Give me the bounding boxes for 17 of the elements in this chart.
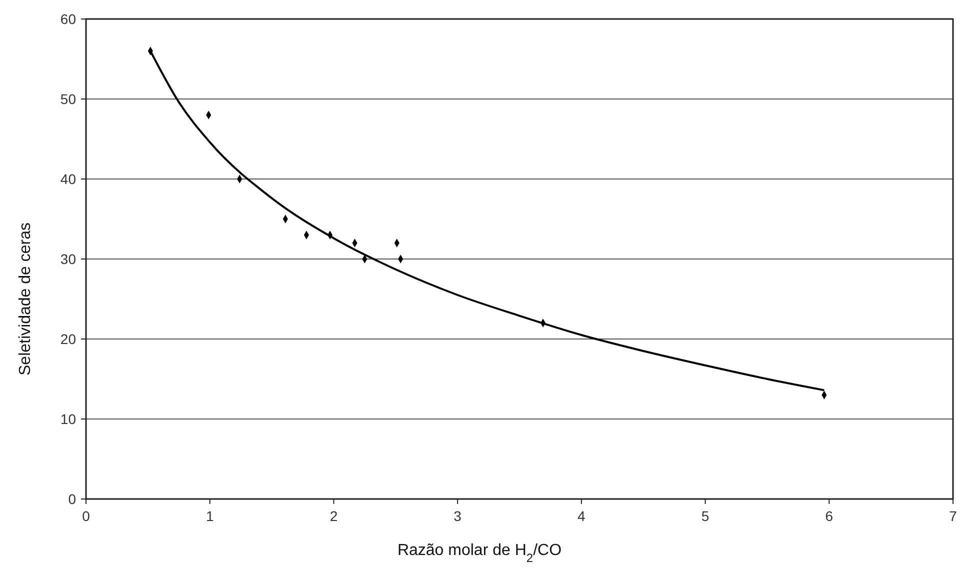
y-tick-label: 0 bbox=[68, 491, 76, 507]
x-tick-label: 4 bbox=[578, 508, 586, 524]
x-tick-label: 1 bbox=[206, 508, 214, 524]
y-tick-label: 20 bbox=[60, 331, 76, 347]
y-tick-label: 40 bbox=[60, 171, 76, 187]
y-axis-title: Seletividade de ceras bbox=[17, 222, 34, 376]
x-tick-label: 7 bbox=[949, 508, 958, 524]
x-tick-label: 6 bbox=[825, 508, 834, 524]
x-tick-label: 0 bbox=[82, 508, 90, 524]
x-axis-title: Razão molar de H$_{2}$/CO bbox=[397, 542, 562, 565]
y-tick-label: 30 bbox=[60, 251, 76, 267]
x-tick-label: 2 bbox=[330, 508, 338, 524]
x-tick-label: 3 bbox=[454, 508, 462, 524]
y-tick-label: 60 bbox=[60, 11, 76, 27]
x-tick-label: 5 bbox=[701, 508, 710, 524]
y-tick-label: 10 bbox=[60, 411, 76, 427]
y-tick-label: 50 bbox=[60, 91, 76, 107]
